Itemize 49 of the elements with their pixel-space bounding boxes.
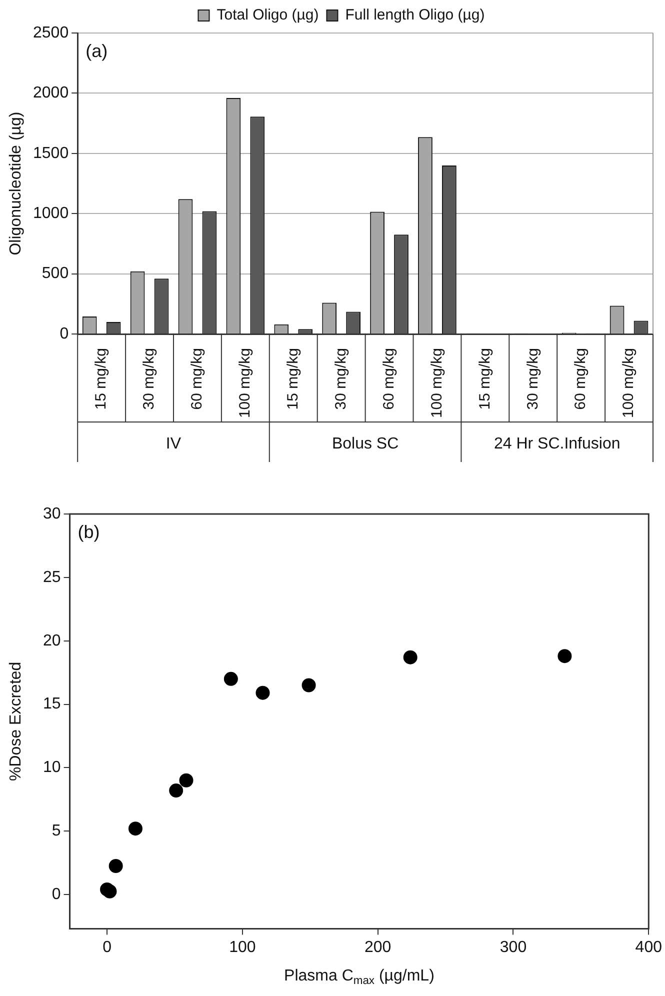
point — [102, 884, 117, 898]
y-tick-label: 10 — [43, 759, 61, 776]
point — [128, 822, 142, 836]
legend-label: Full length Oligo (µg) — [345, 6, 485, 24]
y-tick-label: 25 — [43, 568, 61, 586]
x-tick-label: 200 — [364, 938, 392, 956]
y-tick-label: 5 — [52, 822, 61, 840]
x-tick-label: 100 mg/kg — [620, 348, 638, 418]
x-tick-label: 0 — [102, 938, 112, 956]
y-tick-label: 2000 — [33, 84, 69, 102]
point — [179, 773, 194, 788]
text: 24 Hr SC.Infusion — [494, 435, 620, 452]
y-tick-label: 0 — [60, 325, 69, 342]
annotation: (b) — [78, 522, 100, 542]
x-tick-label: 15 mg/kg — [476, 348, 494, 410]
x-tick-label: 30 mg/kg — [524, 348, 542, 410]
y-tick-label: 1500 — [33, 144, 69, 162]
legend-label: Total Oligo (µg) — [216, 6, 319, 24]
y-axis-title: Oligonucleotide (µg) — [7, 112, 24, 256]
x-tick-label: 300 — [500, 938, 527, 956]
point — [403, 650, 418, 664]
text: IV — [166, 435, 182, 452]
x-tick-label: 30 mg/kg — [332, 348, 350, 410]
point — [256, 686, 270, 700]
x-tick-label: 100 mg/kg — [428, 348, 446, 418]
point — [224, 672, 238, 686]
y-axis-title: %Dose Excreted — [7, 662, 24, 781]
x-tick-label: 60 mg/kg — [188, 348, 206, 410]
x-tick-label: 15 mg/kg — [284, 348, 302, 410]
y-tick-label: 500 — [42, 265, 69, 282]
point — [558, 649, 572, 664]
y-tick-label: 1000 — [33, 205, 69, 222]
point — [108, 859, 123, 874]
text: Bolus SC — [332, 435, 399, 452]
x-tick-label: 100 — [229, 938, 256, 956]
x-tick-label: 400 — [635, 938, 662, 956]
y-tick-label: 15 — [43, 696, 61, 713]
y-tick-label: 20 — [43, 632, 61, 650]
x-tick-label: 100 mg/kg — [236, 348, 254, 418]
x-tick-label: 15 mg/kg — [92, 348, 110, 410]
annotation: (a) — [86, 40, 108, 61]
y-tick-label: 30 — [43, 505, 61, 522]
point — [169, 784, 184, 798]
point — [302, 678, 316, 692]
x-tick-label: 60 mg/kg — [380, 348, 398, 410]
y-tick-label: 2500 — [33, 24, 69, 42]
x-tick-label: 60 mg/kg — [572, 348, 590, 410]
x-tick-label: 30 mg/kg — [140, 348, 158, 410]
y-tick-label: 0 — [52, 886, 61, 903]
